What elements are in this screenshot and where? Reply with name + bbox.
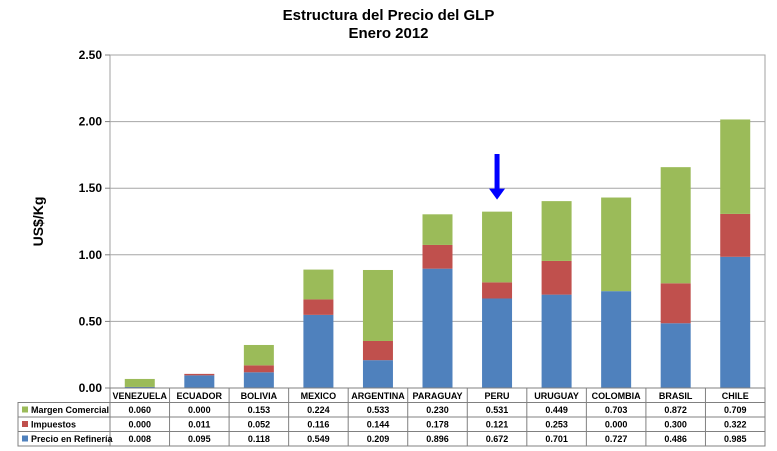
bar-margen-comercial-chile (720, 119, 751, 214)
data-table-value: 0.008 (129, 434, 152, 444)
y-tick-label: 0.00 (79, 381, 103, 395)
bar-impuestos-ecuador (184, 373, 215, 376)
bar-margen-comercial-brasil (660, 167, 691, 284)
x-tick-label: CHILE (722, 391, 749, 401)
bar-impuestos-peru (482, 282, 513, 299)
data-table-value: 0.116 (307, 420, 329, 430)
data-table-value: 0.144 (367, 420, 390, 430)
bar-impuestos-brasil (660, 283, 691, 324)
bar-precio-en-refiner-a-argentina (362, 360, 393, 388)
data-table-value: 0.549 (307, 434, 330, 444)
data-table-value: 0.985 (724, 434, 747, 444)
data-table-value: 0.672 (486, 434, 509, 444)
data-table-value: 0.253 (545, 420, 568, 430)
data-table-value: 0.060 (129, 405, 152, 415)
bar-precio-en-refiner-a-brasil (660, 323, 691, 388)
bar-impuestos-uruguay (541, 260, 572, 295)
bar-precio-en-refiner-a-colombia (601, 291, 632, 388)
arrow-head (489, 188, 506, 200)
data-table-value: 0.300 (664, 420, 687, 430)
data-table-value: 0.209 (367, 434, 390, 444)
bar-margen-comercial-peru (482, 211, 513, 283)
data-table-value: 0.727 (605, 434, 628, 444)
data-table-value: 0.896 (426, 434, 449, 444)
bar-margen-comercial-bolivia (243, 344, 274, 366)
data-table-value: 0.000 (605, 420, 628, 430)
data-table-value: 0.000 (129, 420, 152, 430)
bar-impuestos-paraguay (422, 244, 453, 269)
x-tick-label: MEXICO (301, 391, 337, 401)
legend-label: Margen Comercial (31, 405, 109, 415)
data-table-value: 0.533 (367, 405, 390, 415)
bar-precio-en-refiner-a-chile (720, 256, 751, 388)
legend-swatch (22, 435, 28, 442)
bar-precio-en-refiner-a-venezuela (124, 386, 155, 388)
bar-precio-en-refiner-a-uruguay (541, 294, 572, 388)
legend-label: Precio en Refinería (31, 434, 114, 444)
chart-title: Estructura del Precio del GLP (282, 7, 495, 24)
data-table-value: 0.486 (664, 434, 687, 444)
data-table-value: 0.449 (545, 405, 568, 415)
x-tick-label: BRASIL (659, 391, 693, 401)
data-table-value: 0.118 (248, 434, 270, 444)
bar-margen-comercial-paraguay (422, 214, 453, 245)
y-tick-label: 1.50 (79, 181, 103, 195)
bar-precio-en-refiner-a-paraguay (422, 268, 453, 388)
bar-precio-en-refiner-a-bolivia (243, 372, 274, 388)
bar-impuestos-chile (720, 213, 751, 257)
x-tick-label: PARAGUAY (412, 391, 462, 401)
bar-margen-comercial-mexico (303, 269, 334, 300)
x-tick-label: ECUADOR (177, 391, 223, 401)
data-table-value: 0.000 (188, 405, 211, 415)
y-tick-label: 0.50 (79, 314, 103, 328)
data-table-value: 0.011 (188, 420, 210, 430)
x-tick-label: COLOMBIA (592, 391, 641, 401)
bar-impuestos-mexico (303, 299, 334, 315)
bar-precio-en-refiner-a-mexico (303, 314, 334, 388)
data-table-value: 0.701 (545, 434, 568, 444)
data-table-value: 0.709 (724, 405, 747, 415)
x-tick-label: BOLIVIA (241, 391, 278, 401)
data-table-value: 0.872 (664, 405, 687, 415)
data-table-value: 0.095 (188, 434, 211, 444)
data-table-value: 0.224 (307, 405, 330, 415)
legend-swatch (22, 421, 28, 427)
data-table-value: 0.322 (724, 420, 747, 430)
bar-margen-comercial-uruguay (541, 201, 572, 261)
bar-margen-comercial-venezuela (124, 378, 155, 387)
y-tick-label: 2.00 (79, 115, 103, 129)
bar-impuestos-argentina (362, 340, 393, 361)
data-table-value: 0.531 (486, 405, 509, 415)
y-tick-label: 1.00 (79, 248, 103, 262)
data-table-value: 0.052 (248, 420, 271, 430)
legend-label: Impuestos (31, 420, 76, 430)
data-table-value: 0.178 (426, 420, 449, 430)
y-axis-label: US$/Kg (30, 197, 46, 247)
data-table-value: 0.153 (248, 405, 271, 415)
data-table-value: 0.703 (605, 405, 628, 415)
x-tick-label: URUGUAY (534, 391, 579, 401)
bar-impuestos-bolivia (243, 365, 274, 373)
bar-margen-comercial-colombia (601, 197, 632, 292)
legend-swatch (22, 406, 28, 413)
x-tick-label: PERU (485, 391, 510, 401)
bar-margen-comercial-argentina (362, 269, 393, 341)
y-tick-label: 2.50 (79, 48, 103, 62)
x-tick-label: VENEZUELA (113, 391, 168, 401)
x-tick-label: ARGENTINA (351, 391, 405, 401)
data-table-value: 0.121 (486, 420, 509, 430)
bar-precio-en-refiner-a-ecuador (184, 375, 215, 388)
data-table-value: 0.230 (426, 405, 449, 415)
chart-subtitle: Enero 2012 (348, 25, 429, 42)
bar-precio-en-refiner-a-peru (482, 298, 513, 388)
